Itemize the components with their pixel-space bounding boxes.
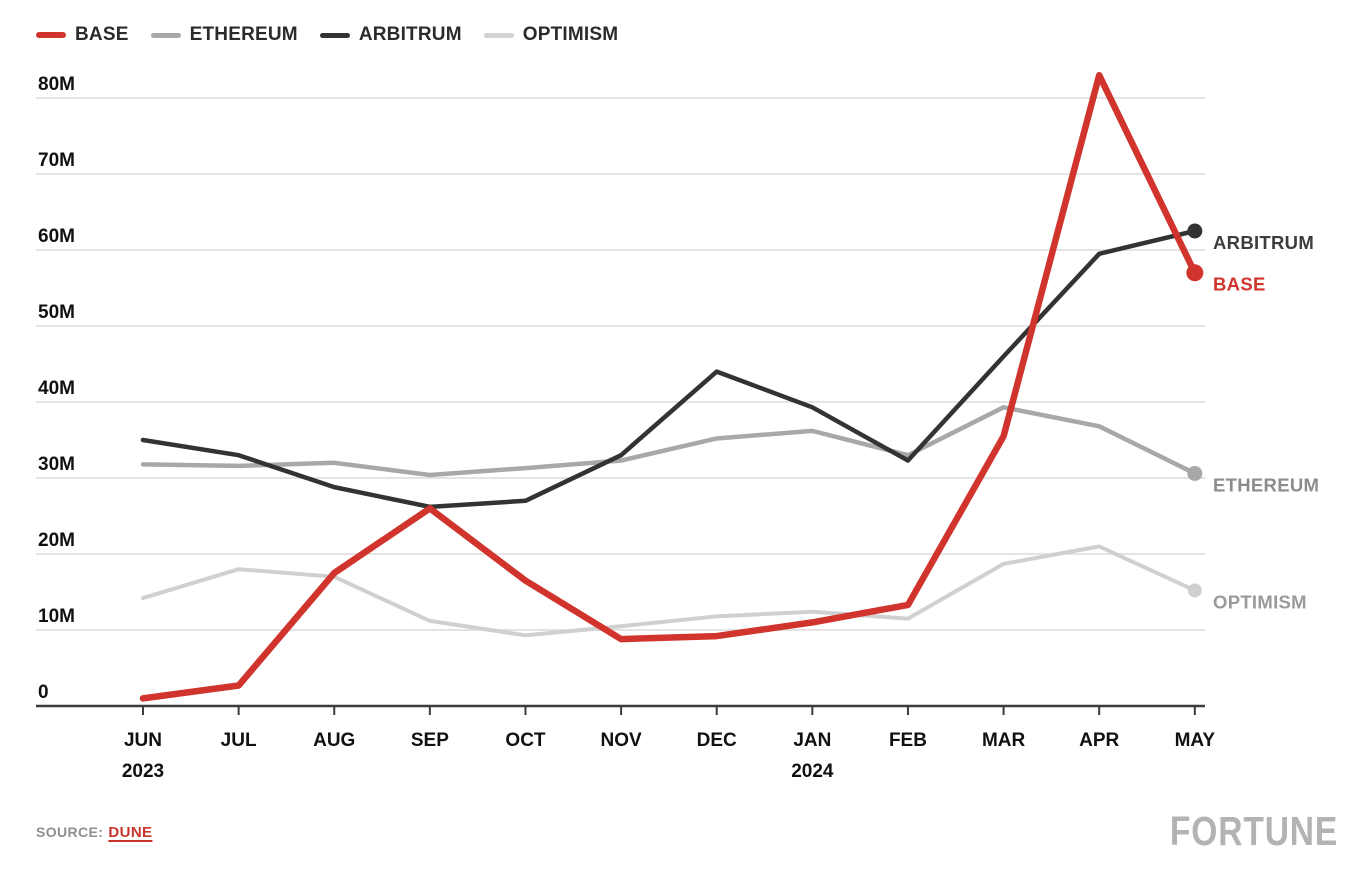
optimism-end-label: OPTIMISM [1213,591,1307,612]
optimism-line [141,544,1197,638]
source-dune-link[interactable]: DUNE [108,824,153,841]
x-axis-label: JAN [793,730,831,751]
arbitrum-line-swatch [319,32,350,38]
optimism-end-dot [1187,583,1202,598]
ethereum-end-dot [1187,465,1203,481]
x-axis-label: MAY [1175,730,1216,751]
ethereum-end-label: ETHEREUM [1213,474,1319,495]
source-label: SOURCE: [36,824,104,840]
ethereum-line-swatch [150,32,181,38]
legend-item-optimism: OPTIMISM [483,24,619,46]
legend-item-ethereum: ETHEREUM [150,24,298,46]
legend-item-arbitrum: ARBITRUM [319,24,462,46]
source-line: SOURCE: DUNE [36,824,152,842]
base-line [139,71,1199,702]
y-axis-label: 10M [38,606,75,627]
base-line-swatch [36,32,66,38]
x-axis-label: SEP [411,730,449,751]
x-axis-label: AUG [313,730,355,751]
optimism-line-swatch [483,32,514,38]
legend-label-ethereum: ETHEREUM [189,24,298,45]
legend-label-optimism: OPTIMISM [522,24,619,45]
x-axis-label: FEB [889,730,927,751]
y-axis-label: 80M [38,74,75,95]
x-axis-label: JUN [124,730,162,751]
fortune-logo: FORTUNE [1169,808,1338,854]
x-axis-label: JUL [221,730,257,751]
x-axis-label: OCT [505,730,546,751]
y-axis-label: 60M [38,226,75,247]
y-axis-label: 40M [38,378,75,399]
y-axis-label: 50M [38,302,75,323]
legend-label-base: BASE [75,24,129,45]
arbitrum-end-label: ARBITRUM [1213,232,1314,253]
ethereum-line [140,405,1198,478]
x-axis-label: APR [1079,730,1119,751]
y-axis-label: 20M [38,530,75,551]
x-axis-label: NOV [601,730,643,751]
arbitrum-end-dot [1187,223,1203,239]
legend-item-base: BASE [36,24,129,46]
y-axis-label: 0 [38,682,49,703]
base-end-label: BASE [1213,274,1266,295]
y-axis-label: 30M [38,454,75,475]
x-axis-label: DEC [697,730,737,751]
base-end-dot [1186,264,1204,282]
arbitrum-line [140,228,1198,510]
x-axis-year-label: 2024 [791,761,834,782]
legend: BASE ETHEREUM ARBITRUM OPTIMISM [36,24,618,46]
legend-label-arbitrum: ARBITRUM [358,24,462,45]
x-axis-year-label: 2023 [122,761,164,782]
y-axis-label: 70M [38,150,75,171]
x-axis-label: MAR [982,730,1026,751]
